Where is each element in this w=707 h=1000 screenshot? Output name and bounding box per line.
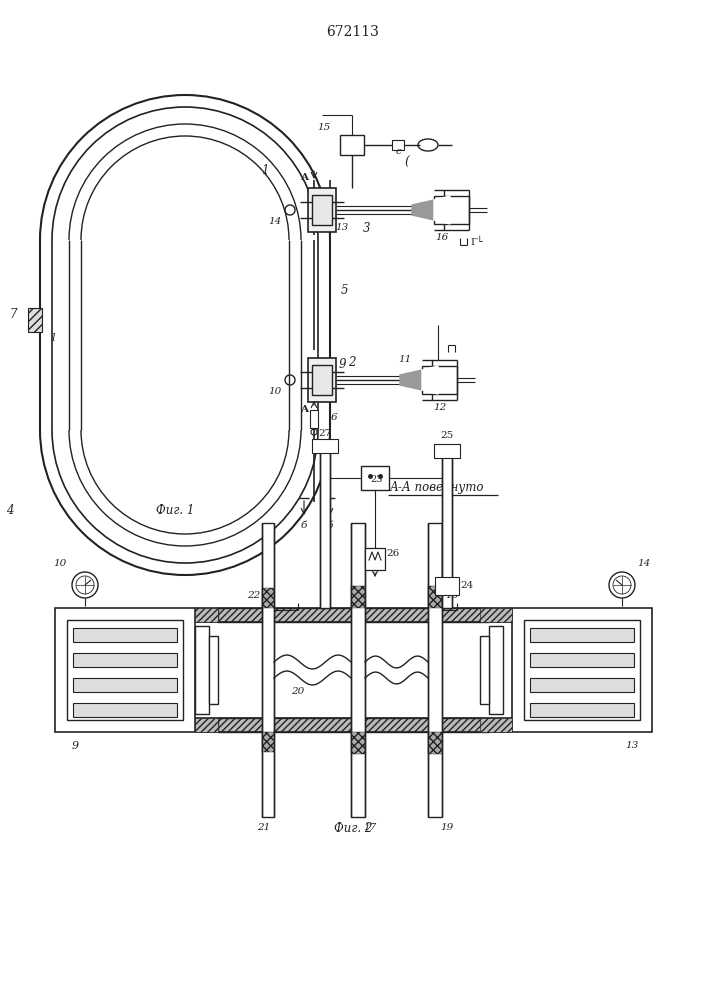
- Polygon shape: [412, 200, 434, 220]
- Text: 23: 23: [370, 476, 383, 485]
- Bar: [218, 718, 489, 732]
- Bar: [67, 620, 183, 720]
- Text: 19: 19: [440, 824, 454, 832]
- Text: 6: 6: [331, 414, 337, 422]
- Bar: [530, 703, 634, 717]
- Polygon shape: [400, 370, 422, 390]
- Text: А-А повернуто: А-А повернуто: [390, 482, 484, 494]
- Bar: [530, 678, 634, 692]
- Bar: [73, 653, 177, 667]
- Text: 24: 24: [460, 580, 474, 589]
- Bar: [308, 188, 336, 232]
- Text: 16: 16: [436, 233, 449, 242]
- Text: c: c: [395, 147, 401, 156]
- Text: (: (: [404, 155, 409, 168]
- Bar: [320, 448, 330, 608]
- Bar: [434, 196, 469, 224]
- Polygon shape: [422, 366, 438, 394]
- Text: Γ└: Γ└: [471, 237, 484, 247]
- Bar: [428, 523, 442, 817]
- Text: 17: 17: [363, 824, 377, 832]
- Bar: [422, 366, 457, 394]
- Bar: [308, 358, 336, 402]
- Bar: [209, 636, 218, 704]
- Text: 18: 18: [445, 590, 459, 599]
- Bar: [435, 577, 459, 595]
- Text: 3: 3: [363, 222, 370, 234]
- Bar: [530, 653, 634, 667]
- Text: A: A: [300, 174, 308, 182]
- Bar: [195, 608, 218, 622]
- Text: 672113: 672113: [327, 25, 380, 39]
- Bar: [312, 195, 332, 225]
- Text: 9: 9: [71, 741, 78, 751]
- Bar: [442, 453, 452, 608]
- Text: l: l: [51, 333, 54, 343]
- Text: 14: 14: [269, 218, 281, 227]
- Bar: [262, 523, 274, 817]
- Bar: [73, 678, 177, 692]
- Text: 26: 26: [386, 548, 399, 558]
- Bar: [340, 135, 364, 155]
- Text: 10: 10: [53, 558, 66, 568]
- Bar: [195, 626, 209, 714]
- Bar: [262, 732, 274, 752]
- Text: 4: 4: [6, 504, 13, 516]
- Text: 2: 2: [349, 356, 356, 368]
- Text: 9: 9: [338, 358, 346, 370]
- Text: Фиг. 1: Фиг. 1: [156, 504, 194, 516]
- Bar: [480, 636, 489, 704]
- Bar: [351, 732, 365, 754]
- Bar: [312, 365, 332, 395]
- Text: 13: 13: [626, 742, 638, 750]
- Text: 10: 10: [269, 387, 281, 396]
- Bar: [73, 628, 177, 642]
- Polygon shape: [434, 196, 450, 224]
- Bar: [28, 308, 42, 332]
- Text: 12: 12: [433, 403, 447, 412]
- Bar: [310, 410, 318, 428]
- Text: 5: 5: [340, 284, 348, 296]
- Text: 13: 13: [335, 224, 349, 232]
- Text: 25: 25: [440, 432, 454, 440]
- Bar: [218, 608, 489, 622]
- Bar: [195, 718, 218, 732]
- Bar: [480, 608, 512, 622]
- Text: б: б: [327, 522, 333, 530]
- Bar: [392, 140, 404, 150]
- Text: 27: 27: [318, 428, 332, 438]
- Bar: [262, 588, 274, 608]
- Text: 14: 14: [638, 558, 650, 568]
- Bar: [489, 626, 503, 714]
- Bar: [428, 732, 442, 754]
- Bar: [351, 586, 365, 608]
- Text: 15: 15: [317, 122, 331, 131]
- Bar: [434, 444, 460, 458]
- Text: 21: 21: [257, 824, 271, 832]
- Bar: [365, 548, 385, 570]
- Text: б: б: [300, 522, 307, 530]
- Bar: [55, 608, 195, 732]
- Bar: [312, 439, 338, 453]
- Text: 11: 11: [398, 356, 411, 364]
- Bar: [428, 586, 442, 608]
- Text: 20: 20: [291, 688, 305, 696]
- Bar: [530, 628, 634, 642]
- Bar: [351, 523, 365, 817]
- Bar: [73, 703, 177, 717]
- Bar: [361, 466, 389, 490]
- Text: 7: 7: [9, 308, 17, 322]
- Bar: [512, 608, 652, 732]
- Text: Фиг. 2: Фиг. 2: [334, 822, 372, 834]
- Text: 22: 22: [247, 590, 261, 599]
- Bar: [524, 620, 640, 720]
- Text: A: A: [300, 406, 308, 414]
- Bar: [480, 718, 512, 732]
- Text: 1: 1: [262, 163, 269, 176]
